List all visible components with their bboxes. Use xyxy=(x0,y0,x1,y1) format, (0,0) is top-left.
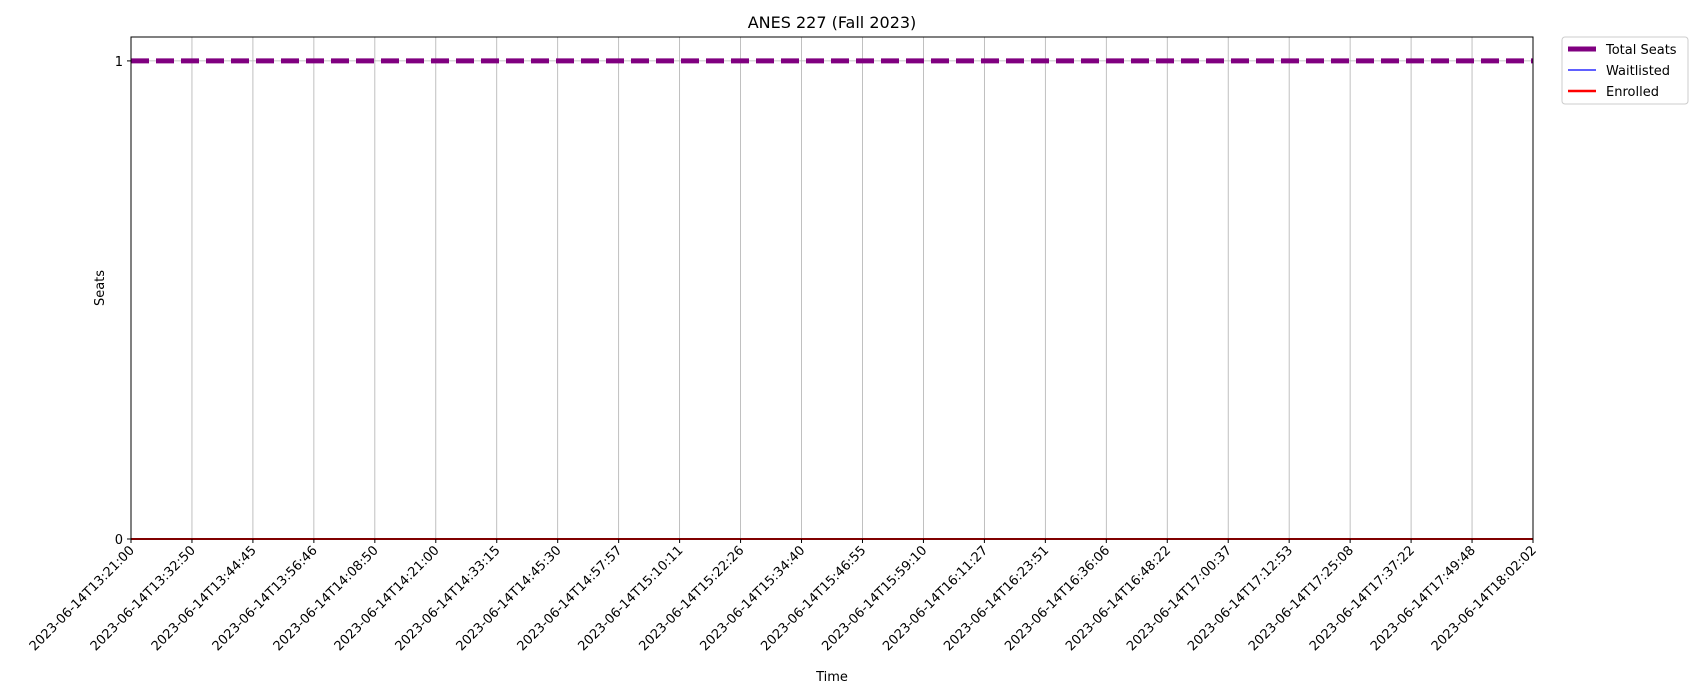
x-tick-label: 2023-06-14T17:12:53 xyxy=(1185,543,1296,654)
x-tick-label: 2023-06-14T15:34:40 xyxy=(697,543,808,654)
x-tick-label: 2023-06-14T14:45:30 xyxy=(454,543,565,654)
x-tick-label: 2023-06-14T15:59:10 xyxy=(819,543,930,654)
legend-box xyxy=(1561,36,1689,105)
x-tick-label: 2023-06-14T16:48:22 xyxy=(1063,543,1174,654)
x-tick-label: 2023-06-14T14:33:15 xyxy=(393,543,504,654)
x-tick-label: 2023-06-14T13:32:50 xyxy=(88,543,199,654)
x-tick-label: 2023-06-14T18:02:02 xyxy=(1429,543,1540,654)
x-axis-label: Time xyxy=(815,670,848,685)
x-tick-label: 2023-06-14T17:00:37 xyxy=(1124,543,1235,654)
x-tick-label: 2023-06-14T16:11:27 xyxy=(880,543,991,654)
plot-area-frame xyxy=(130,36,1534,540)
x-tick-label: 2023-06-14T13:21:00 xyxy=(27,543,138,654)
plot-series xyxy=(131,58,1533,540)
x-tick-label: 2023-06-14T15:22:26 xyxy=(636,543,747,654)
y-axis-ticks: 01 xyxy=(115,55,131,548)
x-tick-label: 2023-06-14T16:36:06 xyxy=(1002,543,1113,654)
x-tick-label: 2023-06-14T17:25:08 xyxy=(1246,543,1357,654)
grid-lines xyxy=(130,37,1534,540)
x-axis-ticks: 2023-06-14T13:21:002023-06-14T13:32:5020… xyxy=(27,539,1540,654)
x-tick-label: 2023-06-14T14:57:57 xyxy=(515,543,626,654)
x-tick-label: 2023-06-14T13:44:45 xyxy=(149,543,260,654)
y-axis-label: Seats xyxy=(93,270,108,306)
x-tick-label: 2023-06-14T13:56:46 xyxy=(210,543,321,654)
chart-title: ANES 227 (Fall 2023) xyxy=(748,13,917,32)
x-tick-label: 2023-06-14T16:23:51 xyxy=(941,543,1052,654)
y-tick-label: 1 xyxy=(115,55,123,70)
x-tick-label: 2023-06-14T14:21:00 xyxy=(332,543,443,654)
legend-label-waitlisted: Waitlisted xyxy=(1606,64,1670,79)
x-tick-label: 2023-06-14T15:10:11 xyxy=(575,543,686,654)
y-tick-label: 0 xyxy=(115,533,123,548)
x-tick-label: 2023-06-14T17:49:48 xyxy=(1368,543,1479,654)
x-tick-label: 2023-06-14T15:46:55 xyxy=(758,543,869,654)
legend-label-enrolled: Enrolled xyxy=(1606,85,1659,100)
x-tick-label: 2023-06-14T17:37:22 xyxy=(1307,543,1418,654)
legend: Total Seats Waitlisted Enrolled xyxy=(1561,36,1689,105)
x-tick-label: 2023-06-14T14:08:50 xyxy=(271,543,382,654)
legend-label-total-seats: Total Seats xyxy=(1605,43,1677,58)
